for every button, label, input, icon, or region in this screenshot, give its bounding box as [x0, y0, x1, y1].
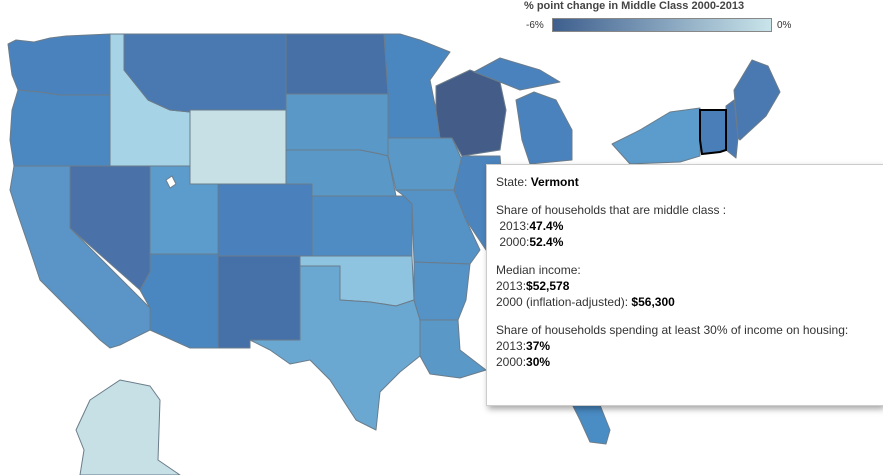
tooltip-housing-2000-value: 30% [526, 355, 551, 369]
tooltip-state-name: Vermont [530, 175, 579, 189]
tooltip-income-2013-value: $52,578 [526, 279, 570, 293]
tooltip-share-2013: 2013:47.4% [496, 218, 883, 234]
tooltip-housing-2000: 2000:30% [496, 354, 883, 370]
tooltip-housing-2013-label: 2013: [496, 339, 527, 353]
great-salt-lake-icon [165, 175, 177, 189]
state-california[interactable] [9, 165, 151, 349]
tooltip-income-heading: Median income: [496, 263, 581, 277]
tooltip-state-label: State: [496, 175, 531, 189]
color-legend: % point change in Middle Class 2000-2013… [520, 0, 800, 36]
tooltip-income-2000-value: $56,300 [631, 295, 675, 309]
state-wyoming[interactable] [189, 109, 287, 185]
legend-max-label: 0% [777, 20, 792, 31]
state-washington[interactable] [7, 33, 111, 96]
tooltip-housing-2013-value: 37% [526, 339, 551, 353]
tooltip-income-2000-label: 2000 (inflation-adjusted): [496, 295, 632, 309]
legend-min-label: -6% [526, 20, 544, 31]
state-arizona[interactable] [139, 253, 219, 349]
state-south-dakota[interactable] [285, 93, 389, 157]
state-iowa[interactable] [387, 137, 463, 191]
tooltip-housing-2000-label: 2000: [496, 355, 527, 369]
tooltip-income-2013: 2013:$52,578 [496, 278, 883, 294]
state-montana[interactable] [123, 33, 287, 113]
state-new-mexico[interactable] [217, 255, 301, 349]
state-minnesota[interactable] [383, 33, 451, 139]
state-louisiana[interactable] [419, 319, 487, 379]
state-tooltip: State: Vermont Share of households that … [486, 164, 883, 406]
state-alaska[interactable] [75, 379, 181, 475]
hovered-state-outline [699, 109, 727, 156]
tooltip-share-2000-label: 2000: [496, 235, 530, 249]
state-north-dakota[interactable] [285, 33, 389, 95]
tooltip-state-line: State: Vermont [496, 174, 883, 190]
legend-gradient-bar [552, 18, 772, 32]
tooltip-income-2013-label: 2013: [496, 279, 527, 293]
state-maine[interactable] [733, 59, 781, 141]
state-texas[interactable] [249, 265, 421, 431]
tooltip-income-2000: 2000 (inflation-adjusted): $56,300 [496, 294, 883, 310]
tooltip-share-heading: Share of households that are middle clas… [496, 203, 727, 217]
tooltip-housing-heading: Share of households spending at least 30… [496, 323, 849, 337]
state-florida[interactable] [569, 399, 611, 445]
tooltip-housing-2013: 2013:37% [496, 338, 883, 354]
tooltip-share-2000: 2000:52.4% [496, 234, 883, 250]
state-colorado[interactable] [217, 183, 313, 257]
state-michigan[interactable] [515, 91, 573, 165]
legend-title: % point change in Middle Class 2000-2013 [524, 0, 745, 12]
tooltip-share-2013-label: 2013: [496, 219, 530, 233]
state-michigan-upper[interactable] [473, 57, 561, 91]
state-new-york[interactable] [611, 107, 701, 165]
state-arkansas[interactable] [413, 261, 471, 321]
state-vermont[interactable] [699, 109, 727, 155]
tooltip-share-2013-value: 47.4% [529, 219, 564, 233]
state-kansas[interactable] [311, 195, 413, 257]
tooltip-share-2000-value: 52.4% [529, 235, 564, 249]
state-oregon[interactable] [9, 89, 111, 167]
